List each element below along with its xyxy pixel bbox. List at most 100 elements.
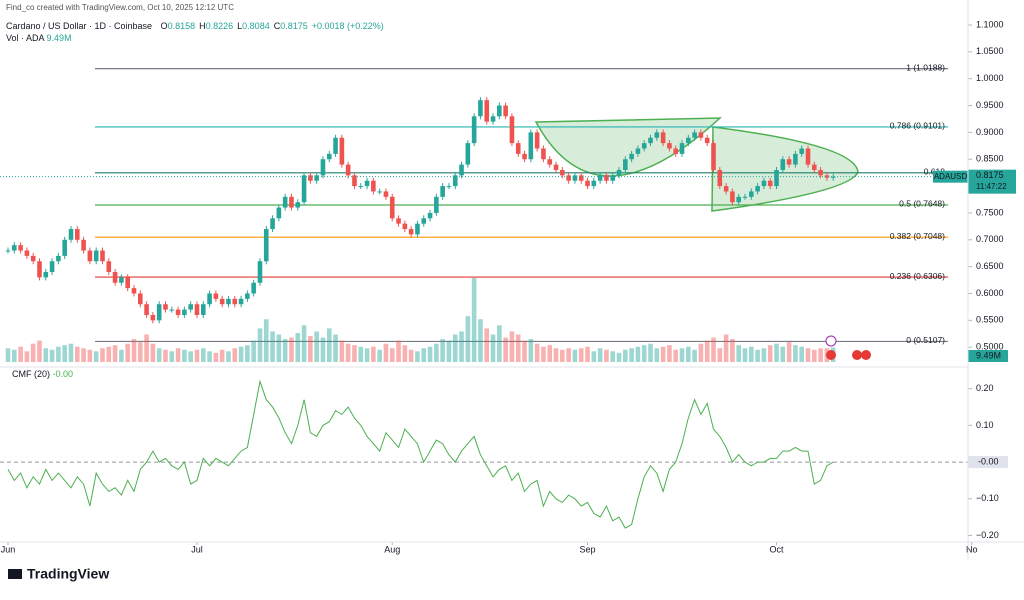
volume-bar: [358, 346, 364, 362]
event-icon[interactable]: [826, 350, 836, 360]
candle: [125, 277, 130, 289]
candle: [446, 186, 452, 188]
volume-bar: [660, 346, 666, 362]
ohlc-key: O: [161, 21, 168, 31]
candle: [389, 196, 395, 219]
candle: [213, 293, 219, 299]
volume-bar: [774, 343, 779, 362]
y-tick-label: 0.9500: [976, 100, 1004, 110]
volume-bar: [11, 349, 17, 362]
candle: [200, 304, 206, 315]
candle: [251, 282, 256, 294]
volume-bar: [81, 348, 86, 362]
volume-bar: [434, 343, 439, 362]
fib-label: 0.5 (0.7648): [899, 199, 945, 209]
y-tick-label: 1.1000: [976, 19, 1004, 29]
cmf-line: [7, 379, 834, 529]
candle: [308, 175, 313, 181]
volume-bar: [604, 349, 609, 362]
volume-bar: [251, 340, 256, 362]
volume-bar: [541, 346, 546, 362]
volume-bar: [742, 348, 748, 362]
volume-bar: [100, 348, 105, 362]
candle: [824, 175, 830, 178]
volume-bar: [641, 345, 647, 362]
volume-bar: [415, 351, 420, 362]
x-tick-label: Oct: [769, 544, 784, 554]
volume-bar: [553, 348, 559, 362]
volume-bar: [761, 348, 767, 362]
y-tick-label: 0.9000: [976, 127, 1004, 137]
legend-title: Cardano / US Dollar · 1D · Coinbase O0.8…: [6, 21, 384, 31]
candle: [692, 132, 697, 138]
candle: [534, 132, 540, 149]
candle: [811, 164, 817, 170]
candle: [528, 132, 534, 160]
volume-bar: [333, 334, 338, 362]
last-price: 0.8175: [976, 170, 1004, 180]
candle: [276, 207, 282, 219]
candle: [427, 212, 433, 219]
candle: [780, 159, 786, 170]
candle: [711, 143, 716, 170]
candle: [730, 191, 735, 203]
candle: [654, 132, 660, 138]
volume-bar: [270, 331, 275, 362]
candle: [100, 250, 105, 262]
volume-bar: [93, 351, 99, 362]
candle: [402, 223, 408, 230]
ohlc-value: 0.8084: [242, 21, 270, 31]
symbol-box: [933, 170, 968, 183]
event-icon[interactable]: [825, 335, 837, 347]
ohlc-key: H: [199, 21, 206, 31]
volume-bar: [137, 342, 143, 362]
event-icon[interactable]: [861, 350, 871, 360]
candle: [106, 261, 112, 273]
y-tick-label: 0.10: [976, 420, 994, 430]
volume-bar: [585, 346, 590, 362]
plot: 1.1000 1.0500 1.0000 0.9500 0.9000 0.8500 0.75…: [0, 19, 1016, 554]
candle: [698, 132, 704, 138]
volume-bar: [175, 348, 181, 362]
candle: [169, 309, 175, 311]
candle: [421, 218, 427, 224]
volume-last: 9.49M: [47, 33, 72, 43]
volume-bar: [87, 349, 93, 362]
volume-bar: [37, 340, 42, 362]
event-icon[interactable]: [852, 350, 862, 360]
candle: [377, 191, 382, 193]
candle: [320, 159, 326, 176]
ohlc-value: 0.8158: [168, 21, 196, 31]
candle: [358, 186, 364, 188]
volume-bar: [131, 339, 137, 362]
x-tick-label: No: [966, 544, 978, 554]
volume-bar: [339, 340, 345, 362]
volume-bar: [648, 343, 653, 362]
volume-bar: [459, 331, 464, 362]
fib-label: 0.382 (0.7048): [890, 231, 945, 241]
candle: [667, 143, 672, 149]
candle: [188, 304, 193, 310]
volume-bar: [811, 349, 817, 362]
candle: [364, 180, 370, 187]
volume-legend: Vol · ADA 9.49M: [6, 33, 72, 43]
candle: [585, 180, 590, 187]
volume-bar: [440, 339, 445, 362]
candle: [566, 175, 571, 181]
candle: [547, 159, 553, 165]
candle: [704, 137, 710, 144]
candle: [119, 277, 124, 283]
fib-label: 0 (0.5107): [906, 335, 945, 345]
volume-bar: [616, 352, 622, 362]
candle: [43, 272, 49, 278]
volume-bar: [717, 348, 723, 362]
volume-bar: [402, 345, 408, 362]
volume-bar: [673, 349, 679, 362]
volume-bar: [49, 349, 55, 362]
volume-bar: [522, 340, 527, 362]
volume-bar: [383, 343, 389, 362]
candle: [793, 153, 798, 165]
